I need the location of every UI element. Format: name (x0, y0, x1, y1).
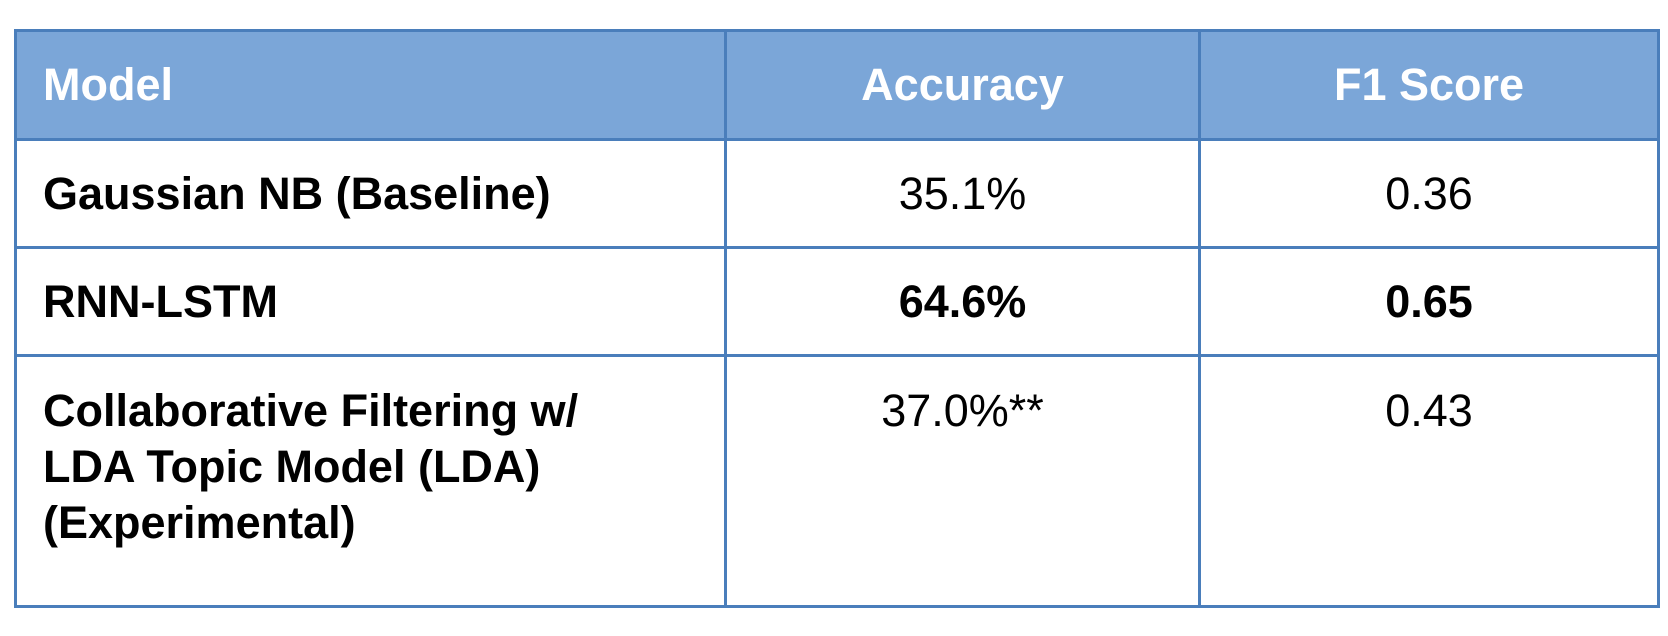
header-row: Model Accuracy F1 Score (14, 29, 1660, 141)
table-row: Gaussian NB (Baseline) 35.1% 0.36 (14, 138, 1660, 249)
model-name-line: LDA Topic Model (LDA) (43, 441, 541, 492)
accuracy-cell: 37.0%** (724, 354, 1201, 608)
model-name-cell: Collaborative Filtering w/ LDA Topic Mod… (14, 354, 727, 608)
f1-score-cell: 0.36 (1198, 138, 1660, 249)
table-row: RNN-LSTM 64.6% 0.65 (14, 246, 1660, 357)
table-header: Model Accuracy F1 Score (14, 29, 1660, 141)
f1-score-cell-best: 0.65 (1198, 246, 1660, 357)
model-name-line: RNN-LSTM (43, 275, 278, 327)
header-f1-score: F1 Score (1198, 29, 1660, 141)
table-row: Collaborative Filtering w/ LDA Topic Mod… (14, 354, 1660, 608)
header-accuracy: Accuracy (724, 29, 1201, 141)
model-name-cell: RNN-LSTM (14, 246, 727, 357)
results-table: Model Accuracy F1 Score Gaussian NB (Bas… (14, 29, 1660, 608)
accuracy-cell: 35.1% (724, 138, 1201, 249)
header-model: Model (14, 29, 727, 141)
model-name-line: (Experimental) (43, 497, 356, 548)
table-body: Gaussian NB (Baseline) 35.1% 0.36 RNN-LS… (14, 138, 1660, 608)
model-name-line: Gaussian NB (Baseline) (43, 167, 551, 219)
accuracy-cell-best: 64.6% (724, 246, 1201, 357)
model-name-line: Collaborative Filtering w/ (43, 385, 579, 436)
f1-score-cell: 0.43 (1198, 354, 1660, 608)
model-name-cell: Gaussian NB (Baseline) (14, 138, 727, 249)
